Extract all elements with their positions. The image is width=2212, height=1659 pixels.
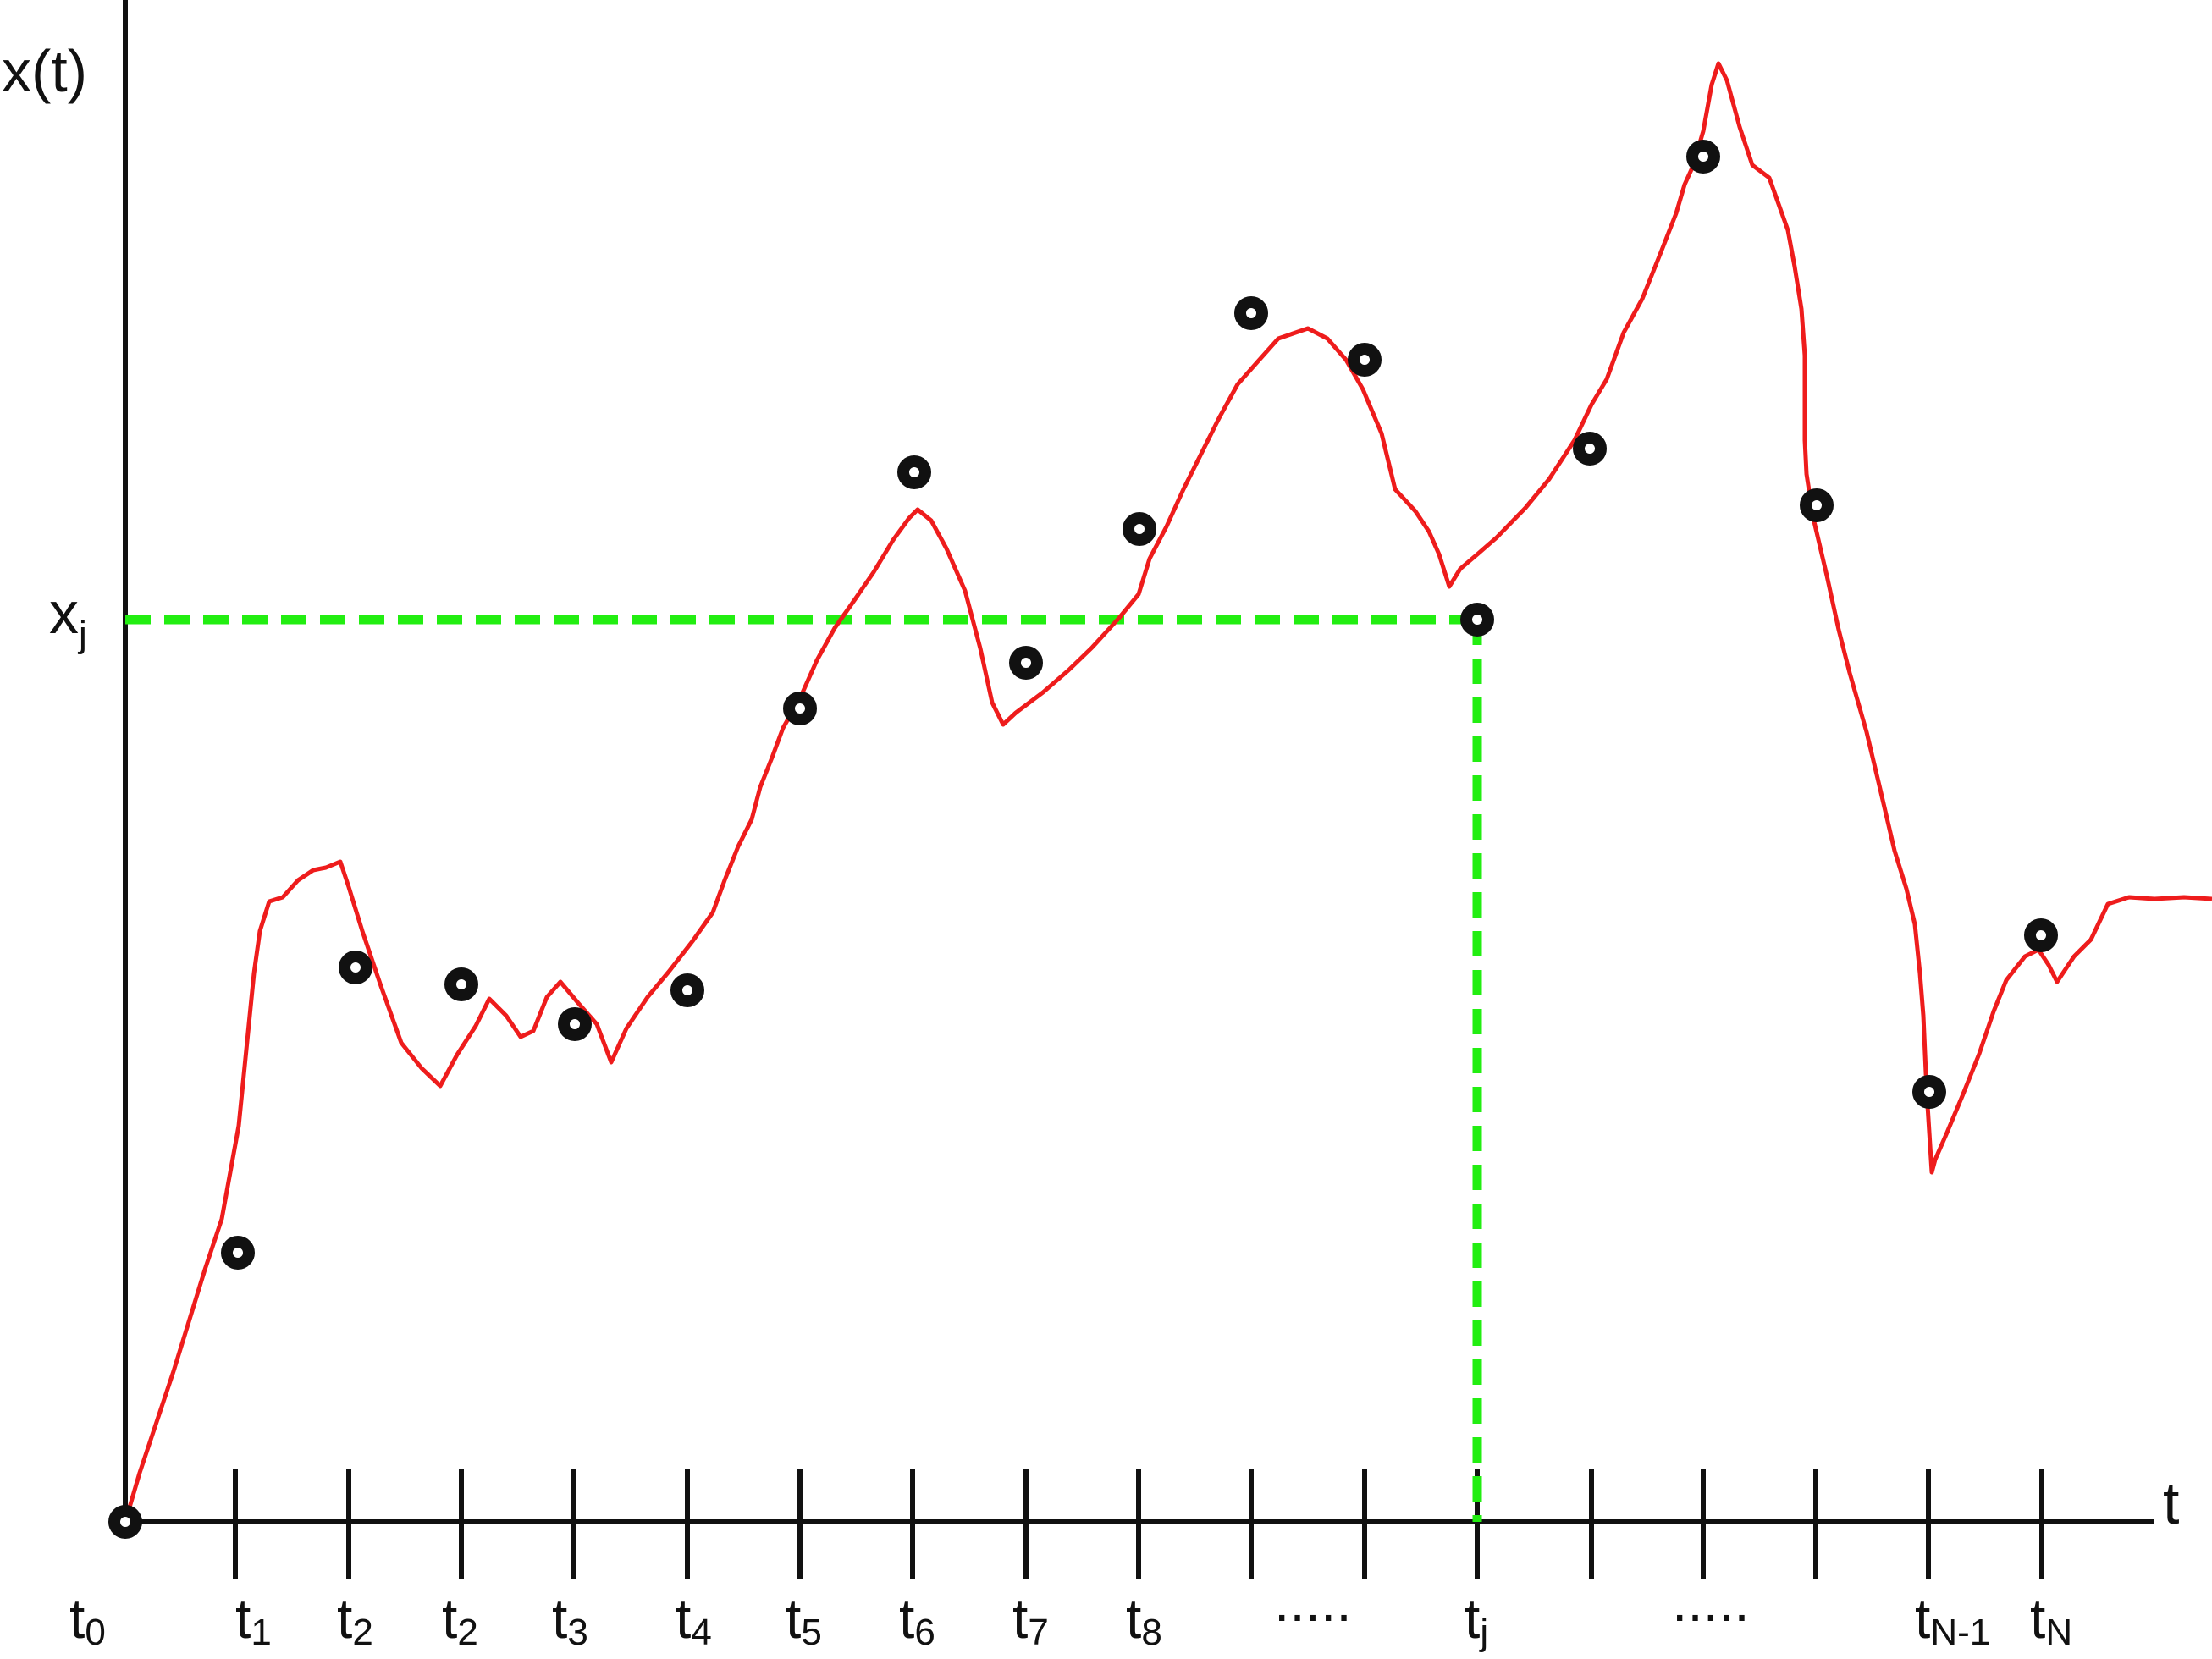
sample-marker xyxy=(2024,918,2058,952)
tick-marks xyxy=(233,1469,2044,1579)
tick-label-t8: t8 xyxy=(1126,1587,1162,1653)
sample-marker xyxy=(783,692,817,725)
sample-marker xyxy=(1800,488,1834,522)
tick-label-t6: t6 xyxy=(899,1587,935,1653)
tick-label-t7: t7 xyxy=(1012,1587,1049,1653)
x-j-label: xj xyxy=(49,580,87,655)
sample-marker xyxy=(558,1007,592,1041)
sample-marker xyxy=(1009,646,1043,680)
sample-marker xyxy=(221,1236,255,1270)
sample-marker xyxy=(1348,343,1382,377)
x-axis-label: t xyxy=(2163,1470,2179,1536)
tick-label-t1: t1 xyxy=(235,1587,272,1653)
tick-label-t0: t0 xyxy=(69,1587,106,1653)
sample-marker xyxy=(1460,603,1494,637)
tick-label-t5: t5 xyxy=(786,1587,822,1653)
tick-label-t4: t4 xyxy=(676,1587,712,1653)
sample-marker xyxy=(1686,140,1720,174)
tick-label-t2-repeat: t2 xyxy=(442,1587,478,1653)
tick-label-t3: t3 xyxy=(552,1587,588,1653)
sample-marker xyxy=(897,455,931,489)
y-axis-label: x(t) xyxy=(2,38,87,104)
tick-label-ellipsis: ..... xyxy=(1672,1570,1750,1633)
tick-label-tN-1: tN-1 xyxy=(1915,1587,1990,1653)
sample-marker xyxy=(1234,296,1268,330)
sample-markers xyxy=(108,140,2058,1539)
tick-label-ellipsis: ..... xyxy=(1274,1570,1352,1633)
tick-label-tN: tN xyxy=(2030,1587,2072,1653)
sample-marker xyxy=(1912,1075,1946,1109)
tick-label-tj: tj xyxy=(1465,1587,1488,1653)
tick-label-t2: t2 xyxy=(337,1587,373,1653)
trajectory-curve xyxy=(123,61,2212,1523)
sample-marker xyxy=(1573,432,1607,466)
sample-marker xyxy=(670,973,704,1007)
sample-marker xyxy=(108,1505,142,1539)
sample-marker xyxy=(339,951,372,984)
sample-marker xyxy=(444,967,478,1001)
sample-marker xyxy=(1123,512,1156,546)
